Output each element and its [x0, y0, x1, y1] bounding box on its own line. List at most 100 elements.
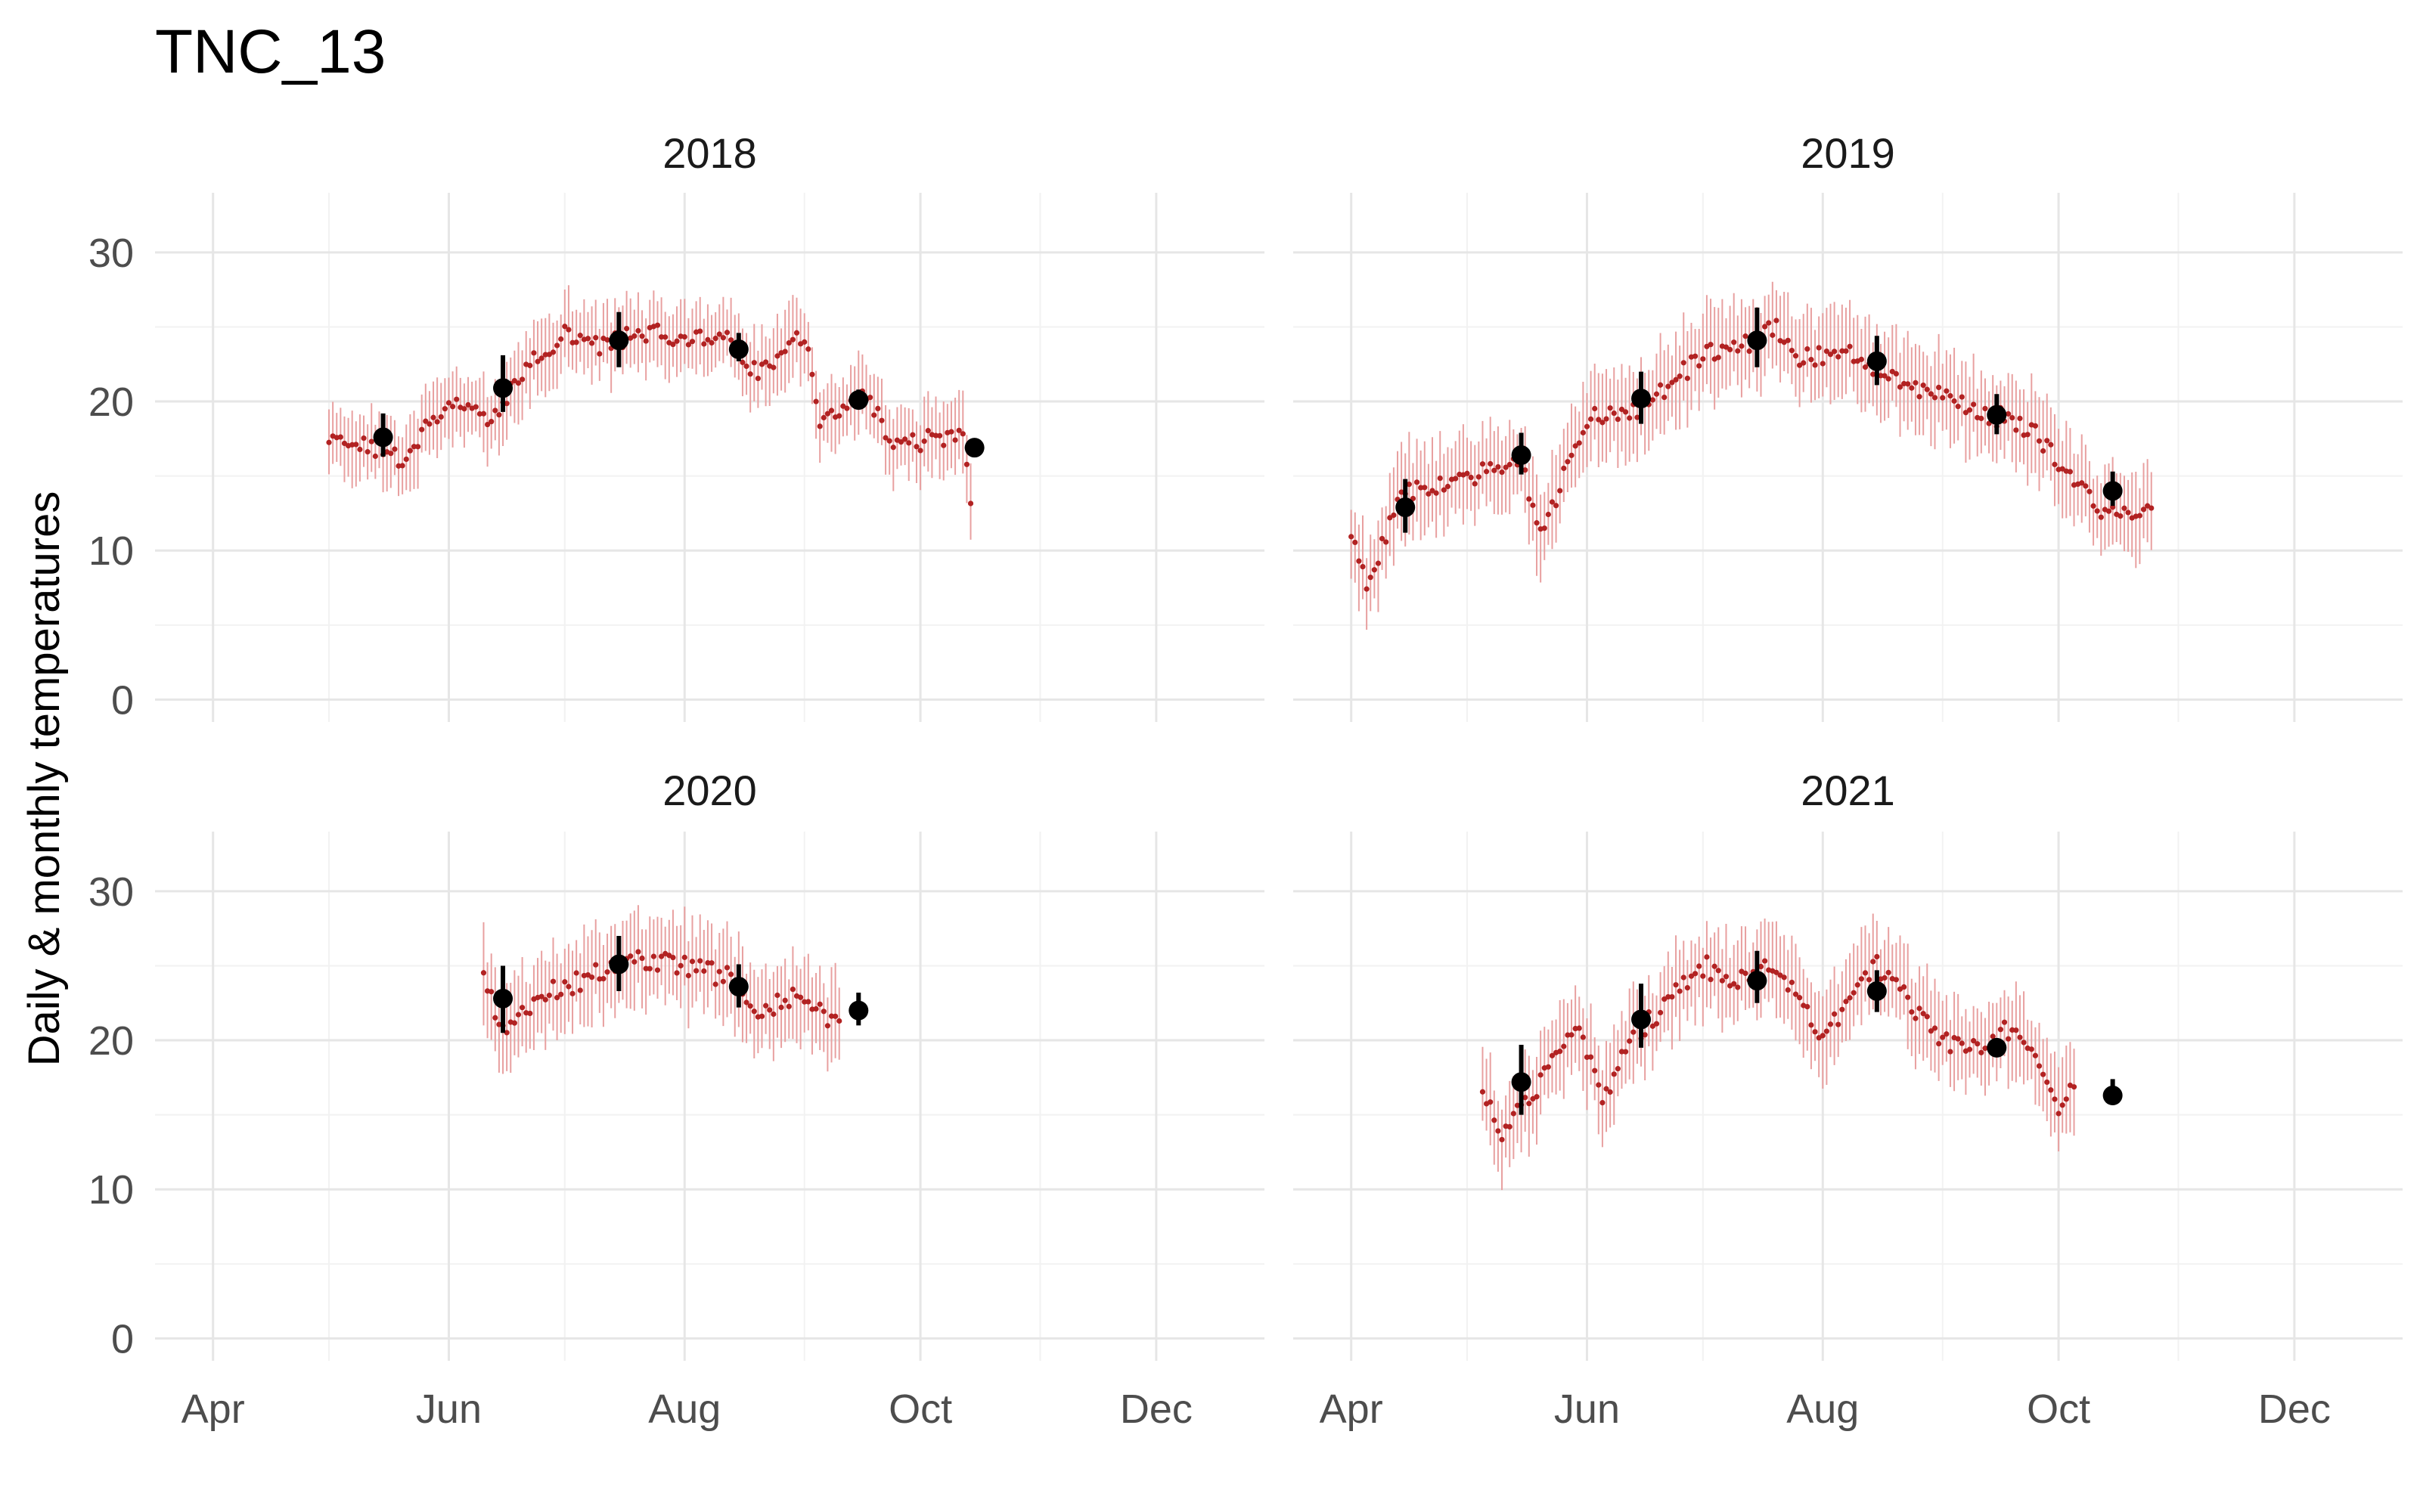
daily-point — [643, 338, 649, 344]
daily-point — [828, 407, 835, 414]
daily-point — [1673, 982, 1679, 988]
daily-point — [1839, 348, 1845, 354]
daily-point — [454, 396, 460, 402]
daily-point — [670, 341, 676, 348]
daily-point — [1618, 406, 1625, 413]
daily-point — [562, 979, 568, 985]
daily-point — [1858, 356, 1864, 362]
daily-point — [550, 349, 557, 355]
daily-point — [515, 1012, 522, 1018]
daily-point — [639, 955, 645, 962]
daily-point — [628, 953, 634, 959]
daily-point — [1607, 405, 1613, 411]
daily-point — [588, 340, 595, 346]
monthly-point — [1631, 389, 1652, 409]
daily-point — [821, 414, 827, 421]
daily-point — [527, 362, 533, 369]
daily-point — [1866, 977, 1872, 983]
daily-point — [1561, 1043, 1567, 1049]
daily-point — [438, 414, 444, 420]
daily-point — [597, 976, 603, 982]
daily-point — [1665, 383, 1671, 389]
monthly-point — [2102, 481, 2123, 501]
monthly-point — [728, 339, 749, 360]
daily-point — [577, 333, 583, 339]
daily-point — [767, 1007, 773, 1013]
daily-point — [353, 442, 359, 448]
daily-point — [1499, 1136, 1505, 1143]
daily-point — [681, 954, 687, 960]
daily-point — [763, 1002, 769, 1009]
daily-point — [2059, 1102, 2065, 1108]
daily-point — [1541, 525, 1547, 531]
daily-point — [1522, 1095, 1528, 1101]
daily-point — [932, 432, 939, 438]
x-tick-label: Jun — [416, 1387, 482, 1432]
daily-point — [1584, 423, 1590, 429]
daily-point — [1429, 488, 1435, 494]
daily-point — [1348, 534, 1354, 540]
daily-point — [365, 449, 371, 455]
daily-point — [1622, 1049, 1629, 1055]
daily-point — [902, 436, 908, 442]
daily-point — [941, 442, 947, 448]
daily-point — [1758, 963, 1764, 970]
daily-point — [1785, 337, 1791, 343]
daily-point — [2125, 510, 2131, 516]
daily-point — [956, 427, 962, 433]
daily-point — [1665, 993, 1671, 1000]
daily-point — [442, 406, 448, 412]
daily-point — [1742, 333, 1748, 339]
daily-point — [743, 363, 749, 370]
daily-point — [2055, 1111, 2062, 1117]
daily-point — [1669, 993, 1675, 1000]
daily-point — [1499, 469, 1505, 476]
monthly-point — [1511, 445, 1531, 466]
daily-point — [1971, 401, 1977, 407]
daily-point — [1534, 520, 1540, 526]
daily-point — [492, 1015, 498, 1021]
daily-point — [1413, 479, 1420, 485]
daily-point — [1924, 1014, 1930, 1020]
daily-point — [585, 336, 591, 342]
daily-point — [685, 972, 691, 979]
daily-point — [1375, 560, 1382, 566]
daily-point — [2006, 411, 2012, 417]
daily-point — [1615, 416, 1621, 423]
daily-point — [709, 960, 715, 966]
daily-point — [705, 959, 711, 966]
daily-point — [1975, 1041, 1981, 1047]
daily-point — [1479, 1089, 1486, 1095]
facet-strip-label: 2021 — [1801, 767, 1895, 814]
daily-point — [1510, 1111, 1516, 1117]
daily-point — [716, 331, 722, 337]
daily-point — [2118, 513, 2124, 519]
y-tick-label: 20 — [88, 1018, 134, 1064]
daily-point — [890, 445, 896, 451]
daily-point — [1862, 970, 1869, 976]
daily-point — [1526, 496, 1532, 502]
daily-point — [1615, 1066, 1621, 1072]
daily-point — [774, 992, 780, 999]
daily-point — [2098, 514, 2104, 520]
daily-point — [1599, 420, 1606, 426]
daily-point — [2052, 461, 2058, 467]
daily-point — [701, 341, 707, 347]
daily-point — [763, 359, 769, 365]
monthly-point — [1631, 1009, 1652, 1030]
daily-point — [798, 994, 804, 1000]
daily-point — [1526, 1101, 1532, 1107]
daily-point — [1545, 1064, 1551, 1070]
daily-point — [1990, 1033, 1996, 1040]
y-tick-label: 10 — [88, 528, 134, 574]
daily-point — [1913, 1015, 1919, 1021]
daily-point — [1406, 482, 1412, 488]
daily-point — [1422, 485, 1428, 491]
daily-point — [1545, 511, 1551, 518]
daily-point — [2040, 448, 2046, 454]
daily-point — [593, 962, 599, 968]
monthly-point — [964, 438, 985, 458]
x-tick-label: Apr — [182, 1387, 245, 1432]
daily-point — [1495, 463, 1501, 470]
